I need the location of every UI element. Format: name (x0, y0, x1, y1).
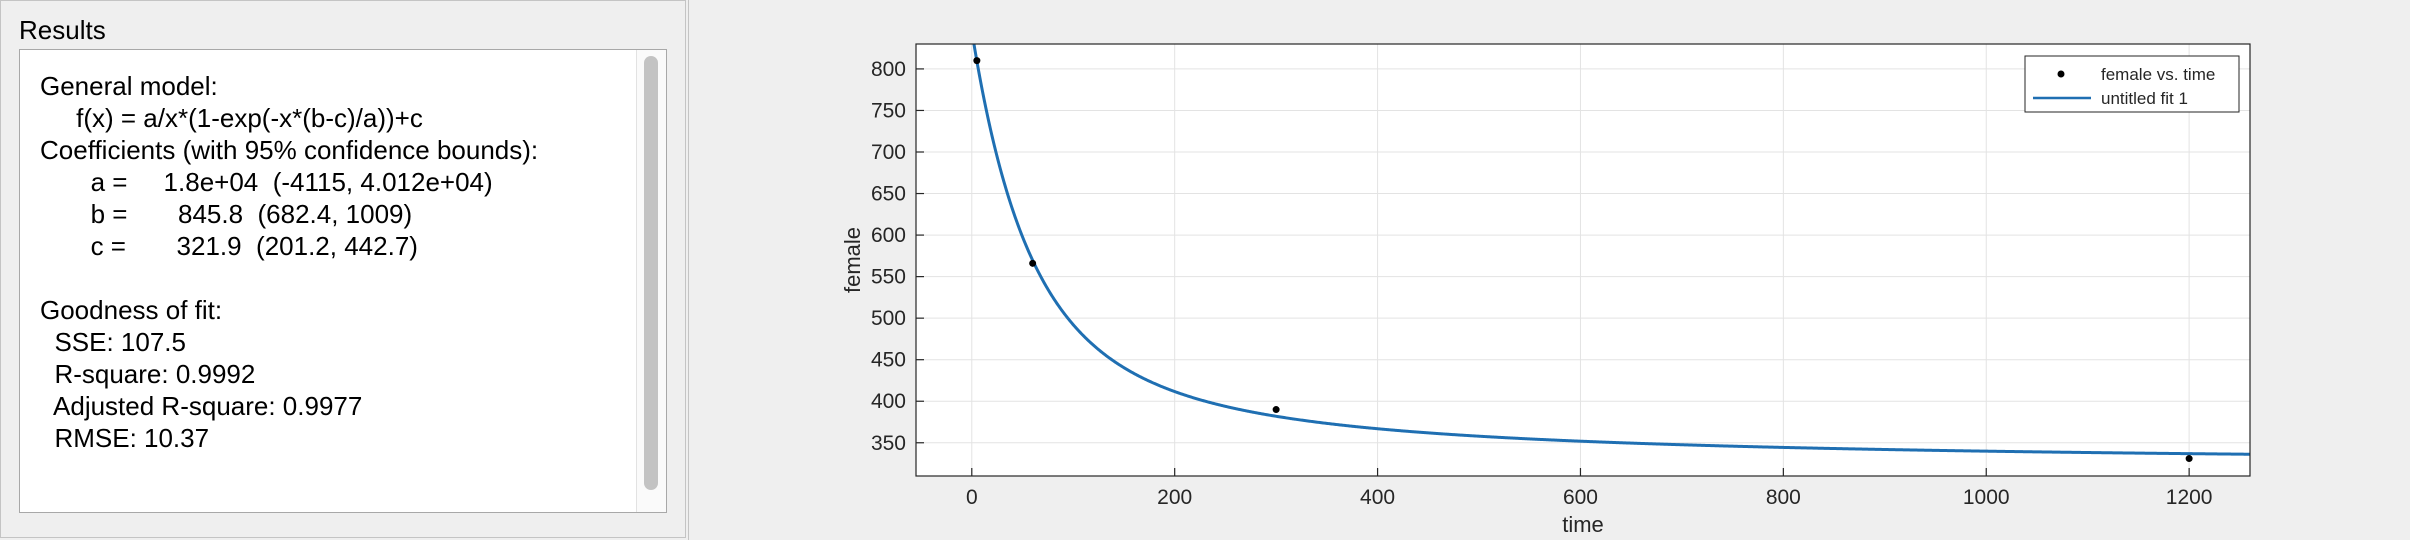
plot-panel: 0 200 400 600 800 1000 1200 350 400 450 500 550 600 6… (688, 0, 2410, 540)
y-tick-label: 550 (871, 266, 906, 289)
axes-box (915, 43, 2251, 477)
legend-label-points: female vs. time (2101, 65, 2215, 84)
tick-marks (916, 68, 2190, 476)
data-points-layer (973, 57, 2193, 463)
legend-box (2024, 55, 2240, 113)
results-panel: Results General model: f(x) = a/x*(1-exp… (0, 0, 686, 538)
legend[interactable]: female vs. time untitled fit 1 (2024, 55, 2240, 113)
y-axis-label: female (840, 227, 865, 293)
x-tick-label: 1200 (2166, 486, 2213, 509)
y-tick-label: 800 (871, 58, 906, 81)
y-tick-label: 400 (871, 390, 906, 413)
results-scrollbar[interactable] (636, 50, 666, 512)
x-tick-label: 200 (1157, 486, 1192, 509)
x-tick-label: 800 (1766, 486, 1801, 509)
y-tick-label: 750 (871, 99, 906, 122)
x-tick-label: 400 (1360, 486, 1395, 509)
y-tick-label: 600 (871, 224, 906, 247)
results-textbox[interactable]: General model: f(x) = a/x*(1-exp(-x*(b-c… (19, 49, 667, 513)
results-title: Results (19, 15, 106, 45)
tick-labels: 0 200 400 600 800 1000 1200 350 400 450 500 550 600 6… (871, 58, 2213, 509)
data-point (1029, 259, 1037, 267)
x-axis-label: time (1562, 512, 1604, 537)
legend-marker-points (2057, 70, 2065, 78)
scrollbar-thumb[interactable] (644, 56, 658, 490)
x-tick-label: 1000 (1963, 486, 2010, 509)
data-point (2185, 455, 2193, 463)
y-tick-label: 350 (871, 432, 906, 455)
data-point (973, 57, 981, 65)
results-text: General model: f(x) = a/x*(1-exp(-x*(b-c… (40, 71, 539, 453)
fit-plot[interactable]: 0 200 400 600 800 1000 1200 350 400 450 500 550 600 6… (689, 0, 2410, 540)
y-tick-label: 500 (871, 307, 906, 330)
x-tick-label: 600 (1563, 486, 1598, 509)
legend-label-fit: untitled fit 1 (2101, 89, 2188, 108)
x-tick-label: 0 (966, 486, 978, 509)
fit-curve-layer (972, 44, 2250, 456)
fit-curve (972, 44, 2250, 456)
grid-lines (916, 44, 2250, 476)
y-tick-label: 700 (871, 141, 906, 164)
y-tick-label: 450 (871, 349, 906, 372)
data-point (1272, 406, 1280, 414)
y-tick-label: 650 (871, 183, 906, 206)
axes-background (916, 44, 2250, 476)
